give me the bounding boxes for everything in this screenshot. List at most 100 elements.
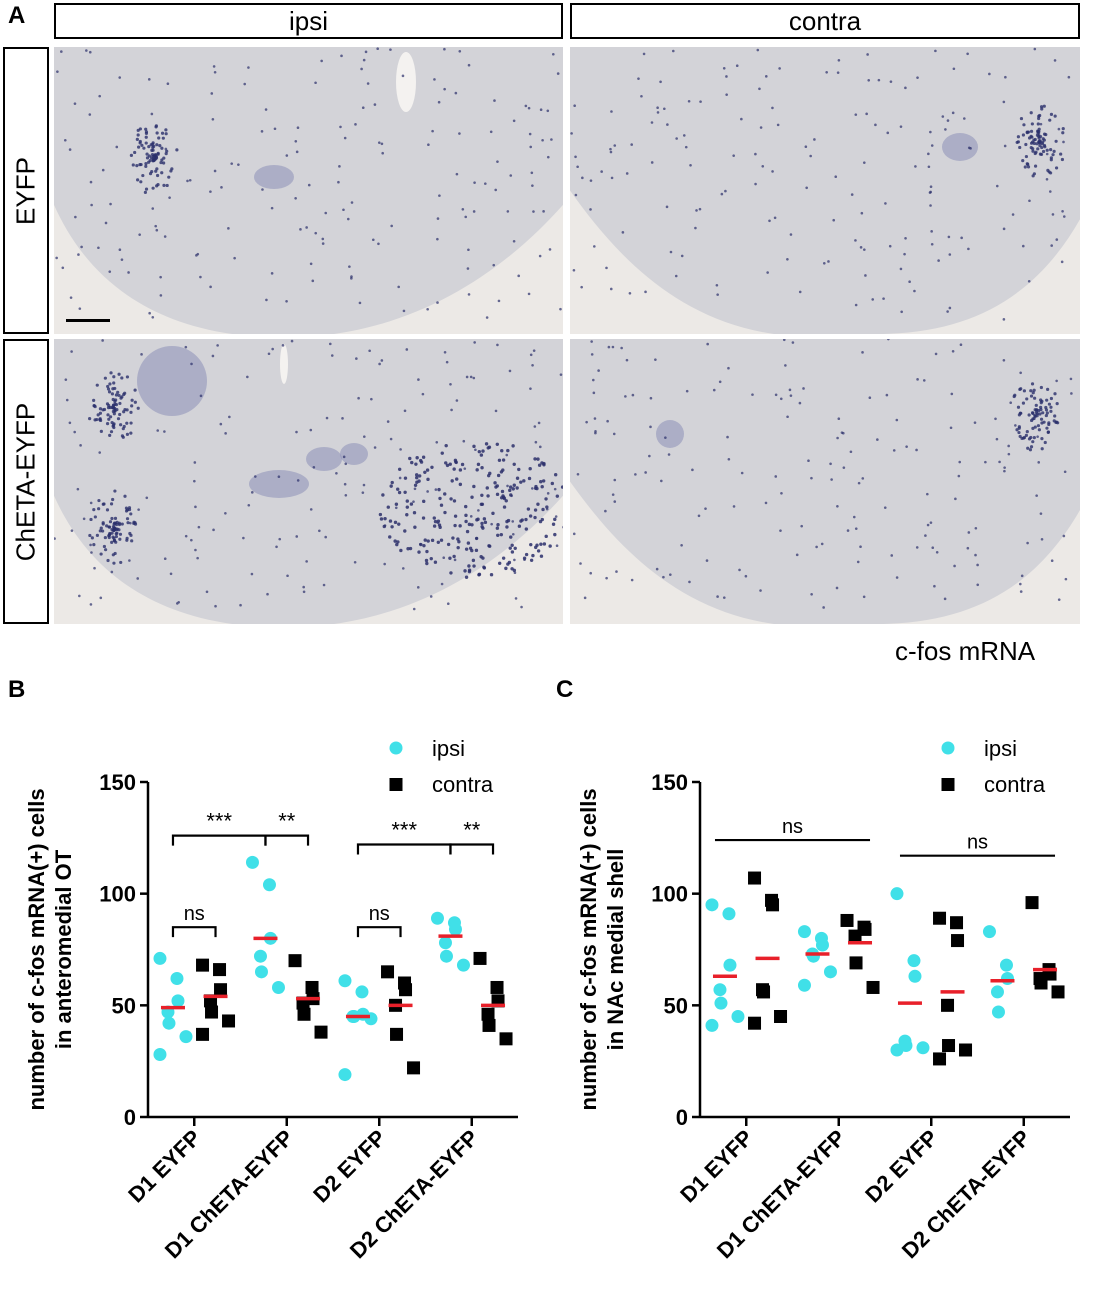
significance-label: *** <box>206 809 232 834</box>
contra-point <box>407 1061 421 1075</box>
y-tick-label: 0 <box>124 1105 136 1130</box>
ipsi-point <box>355 985 369 999</box>
ipsi-point <box>456 958 470 972</box>
ipsi-point <box>907 954 921 968</box>
contra-point <box>840 913 854 927</box>
contra-point <box>1051 985 1065 999</box>
contra-point <box>213 963 227 977</box>
contra-point <box>959 1043 973 1057</box>
x-tick-label: D1 EYFP <box>123 1125 206 1208</box>
ipsi-point <box>722 907 736 921</box>
x-tick-label: D1 EYFP <box>675 1125 758 1208</box>
column-header-contra: contra <box>570 3 1080 39</box>
ipsi-point <box>890 887 904 901</box>
contra-point <box>748 1016 762 1030</box>
ipsi-point <box>262 878 276 892</box>
ipsi-point <box>815 938 829 952</box>
ipsi-point <box>271 980 285 994</box>
ipsi-point <box>823 965 837 979</box>
labeled-region <box>137 346 207 416</box>
contra-point <box>933 1052 947 1066</box>
contra-point <box>858 922 872 936</box>
ipsi-point <box>364 1012 378 1026</box>
significance-label: ns <box>782 816 803 838</box>
y-tick-label: 100 <box>99 882 136 907</box>
tissue-section <box>570 47 1080 334</box>
ipsi-point <box>723 958 737 972</box>
ipsi-point <box>171 994 185 1008</box>
ipsi-point <box>982 925 996 939</box>
ipsi-point <box>806 949 820 963</box>
micrograph-cheta-ipsi <box>54 339 563 624</box>
row-header-cheta-eyfp: ChETA-EYFP <box>3 339 49 624</box>
significance-label: ns <box>369 903 390 925</box>
contra-point <box>1034 976 1048 990</box>
significance-bracket <box>264 834 310 846</box>
contra-point <box>399 983 413 997</box>
contra-point <box>748 871 762 885</box>
ipsi-point <box>731 1010 745 1023</box>
labeled-region <box>942 133 978 161</box>
ventricle <box>396 52 416 112</box>
contra-point <box>766 898 780 912</box>
tissue-section <box>570 339 1080 624</box>
ipsi-point <box>705 898 719 912</box>
legend-contra-label: contra <box>432 772 494 797</box>
contra-point <box>214 983 228 997</box>
contra-point <box>849 956 863 970</box>
contra-point <box>1025 896 1039 910</box>
panel-label-a: A <box>8 2 26 29</box>
contra-point <box>866 980 880 994</box>
significance-bracket <box>449 843 495 855</box>
labeled-region <box>340 443 368 465</box>
ipsi-point <box>713 983 727 997</box>
contra-point <box>942 1039 956 1053</box>
ipsi-point <box>797 925 811 939</box>
row-header-eyfp-label: EYFP <box>10 156 41 225</box>
micrograph-eyfp-contra <box>570 47 1080 334</box>
significance-bracket <box>356 926 402 938</box>
ipsi-point <box>705 1018 719 1032</box>
panel-label-b: B <box>8 676 26 703</box>
contra-point <box>196 958 210 972</box>
ipsi-point <box>338 974 352 988</box>
ipsi-point <box>245 855 259 869</box>
contra-point <box>381 965 395 979</box>
contra-point <box>390 1027 404 1041</box>
y-tick-label: 50 <box>664 993 688 1018</box>
y-axis-label: number of c-fos mRNA(+) cellsin anterome… <box>24 788 76 1110</box>
ipsi-point <box>254 965 268 979</box>
y-tick-label: 150 <box>651 770 688 795</box>
y-tick-label: 50 <box>112 993 136 1018</box>
contra-point <box>499 1032 513 1046</box>
ipsi-point <box>170 972 184 986</box>
labeled-region <box>656 420 684 448</box>
legend-ipsi-marker <box>941 741 955 755</box>
contra-point <box>288 954 302 968</box>
image-caption: c-fos mRNA <box>895 636 1036 666</box>
ipsi-point <box>162 1016 176 1030</box>
contra-point <box>933 911 947 925</box>
legend-ipsi-label: ipsi <box>984 736 1017 761</box>
ipsi-point <box>448 922 462 936</box>
significance-bracket <box>171 834 267 846</box>
significance-label: ns <box>967 832 988 854</box>
y-tick-label: 100 <box>651 882 688 907</box>
ipsi-point <box>999 958 1013 972</box>
ipsi-point <box>797 978 811 992</box>
ipsi-point <box>179 1030 193 1044</box>
contra-point <box>482 1018 496 1032</box>
ipsi-point <box>153 1047 167 1061</box>
legend-ipsi-marker <box>389 741 403 755</box>
scale-bar <box>66 319 110 322</box>
significance-bracket <box>356 843 452 855</box>
micrograph-eyfp-ipsi <box>54 47 563 334</box>
x-tick-label: D2 EYFP <box>308 1125 391 1208</box>
tissue-section <box>54 47 563 334</box>
labeled-region <box>306 447 342 471</box>
contra-point <box>848 929 862 943</box>
ipsi-point <box>439 949 453 963</box>
legend-contra-marker <box>941 778 955 791</box>
contra-point <box>941 998 955 1012</box>
chart-nac-medial-shell: 0 50 100 150 number of c-fos mRNA(+) cellsin… <box>576 736 1070 1263</box>
